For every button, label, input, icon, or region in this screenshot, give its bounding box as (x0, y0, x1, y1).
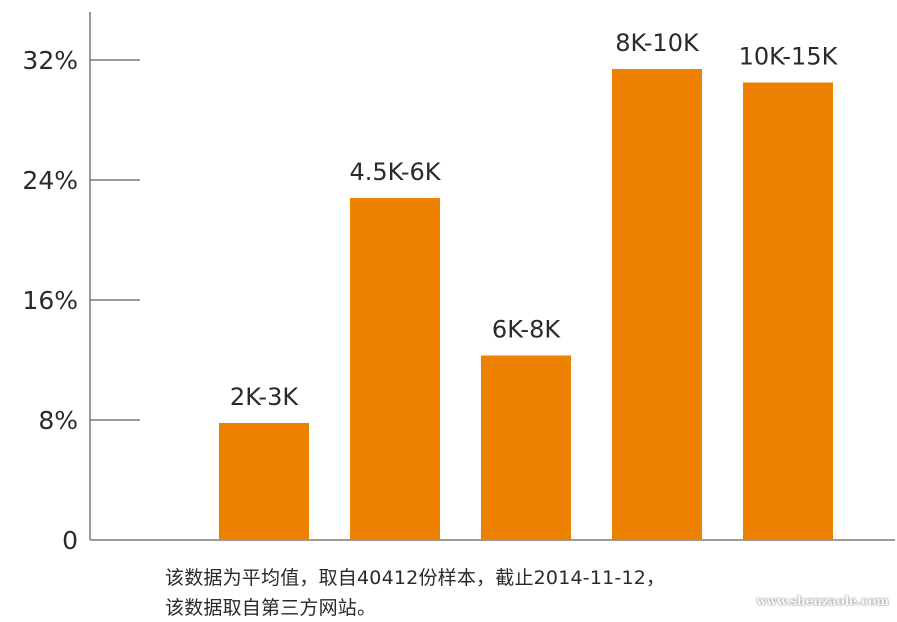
source-note-line-2: 该数据取自第三方网站。 (165, 597, 377, 619)
bar (350, 198, 440, 540)
bar (481, 355, 571, 540)
y-tick-label: 8% (38, 406, 78, 435)
bar-category-label: 8K-10K (615, 29, 700, 57)
bar-category-label: 2K-3K (230, 383, 299, 411)
watermark: www.shenzaole.com (756, 594, 889, 608)
bar (612, 69, 702, 540)
y-tick-label: 0 (62, 526, 78, 555)
bar (219, 423, 309, 540)
y-tick-label: 16% (22, 286, 78, 315)
y-tick-label: 24% (22, 166, 78, 195)
bar-category-label: 4.5K-6K (349, 158, 441, 186)
bar-category-label: 6K-8K (492, 316, 561, 344)
y-tick-label: 32% (22, 46, 78, 75)
source-note-line-1: 该数据为平均值，取自40412份样本，截止2014-11-12， (165, 567, 666, 589)
bar-category-label: 10K-15K (739, 43, 839, 71)
bar (743, 82, 833, 540)
bar-chart: 0 8% 16% 24% 32% 2K-3K 4.5K-6K 6K-8K 8K-10K 10K-1… (22, 12, 895, 555)
